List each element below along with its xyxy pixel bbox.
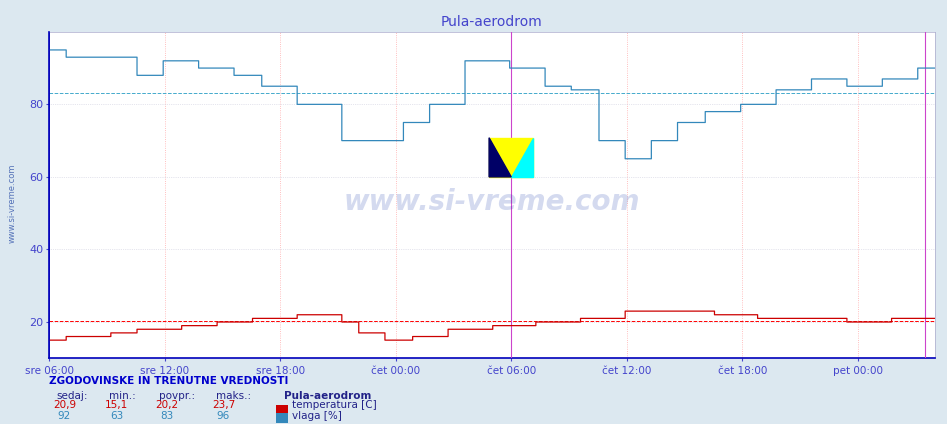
Text: 15,1: 15,1 bbox=[105, 400, 128, 410]
Text: 83: 83 bbox=[160, 411, 173, 421]
Text: 23,7: 23,7 bbox=[212, 400, 235, 410]
Text: 20,9: 20,9 bbox=[53, 400, 76, 410]
Text: 92: 92 bbox=[58, 411, 71, 421]
Text: temperatura [C]: temperatura [C] bbox=[292, 400, 376, 410]
Text: sedaj:: sedaj: bbox=[57, 391, 88, 401]
Bar bbox=[489, 138, 533, 177]
Text: ZGODOVINSKE IN TRENUTNE VREDNOSTI: ZGODOVINSKE IN TRENUTNE VREDNOSTI bbox=[49, 376, 289, 386]
Text: min.:: min.: bbox=[109, 391, 135, 401]
Text: 63: 63 bbox=[110, 411, 123, 421]
Text: www.si-vreme.com: www.si-vreme.com bbox=[344, 187, 640, 215]
Text: povpr.:: povpr.: bbox=[159, 391, 195, 401]
Polygon shape bbox=[511, 138, 533, 177]
Text: Pula-aerodrom: Pula-aerodrom bbox=[284, 391, 371, 401]
Polygon shape bbox=[489, 138, 511, 177]
Text: maks.:: maks.: bbox=[216, 391, 251, 401]
Text: www.si-vreme.com: www.si-vreme.com bbox=[8, 164, 17, 243]
Text: 96: 96 bbox=[217, 411, 230, 421]
Text: vlaga [%]: vlaga [%] bbox=[292, 411, 342, 421]
Title: Pula-aerodrom: Pula-aerodrom bbox=[441, 15, 543, 29]
Text: 20,2: 20,2 bbox=[155, 400, 178, 410]
